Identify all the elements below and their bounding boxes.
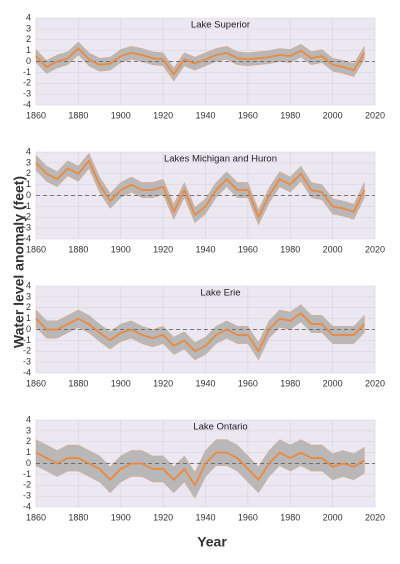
x-tick-label: 2000	[323, 378, 343, 388]
x-tick-label: 1980	[280, 244, 300, 254]
y-tick-label: -4	[23, 501, 31, 511]
y-tick-label: -3	[23, 223, 31, 233]
y-tick-label: -4	[23, 233, 31, 243]
x-tick-label: 1860	[26, 244, 46, 254]
y-tick-label: -1	[23, 67, 31, 77]
x-tick-label: 1920	[153, 110, 173, 120]
x-tick-label: 1920	[153, 378, 173, 388]
y-tick-label: 2	[26, 34, 31, 44]
y-tick-label: -1	[23, 201, 31, 211]
x-tick-label: 1920	[153, 512, 173, 522]
y-tick-label: -2	[23, 480, 31, 490]
y-tick-label: -3	[23, 89, 31, 99]
x-axis-label: Year	[197, 534, 227, 550]
panel-title: Lakes Michigan and Huron	[164, 154, 277, 165]
y-tick-label: 2	[26, 436, 31, 446]
y-tick-label: 3	[26, 291, 31, 301]
y-tick-label: 1	[26, 313, 31, 323]
x-tick-label: 1880	[68, 378, 88, 388]
x-tick-label: 1940	[195, 110, 215, 120]
x-tick-label: 1860	[26, 110, 46, 120]
data-line	[35, 47, 366, 76]
y-tick-label: 0	[26, 324, 31, 334]
y-tick-label: -1	[23, 335, 31, 345]
y-tick-label: -1	[23, 469, 31, 479]
x-tick-label: 1900	[111, 512, 131, 522]
data-line	[35, 159, 366, 219]
x-tick-label: 2020	[365, 244, 385, 254]
x-tick-label: 1920	[153, 244, 173, 254]
x-tick-label: 1960	[238, 244, 258, 254]
panel-title: Lake Superior	[191, 20, 250, 31]
y-tick-label: 4	[26, 146, 31, 156]
y-tick-label: 2	[26, 302, 31, 312]
x-tick-label: 1980	[280, 110, 300, 120]
y-tick-label: -4	[23, 99, 31, 109]
x-tick-label: 2000	[323, 110, 343, 120]
y-tick-label: 4	[26, 280, 31, 290]
data-line	[35, 312, 366, 353]
y-tick-label: 2	[26, 168, 31, 178]
y-tick-label: 3	[26, 425, 31, 435]
x-tick-label: 1860	[26, 378, 46, 388]
x-tick-label: 1940	[195, 244, 215, 254]
data-line	[35, 451, 365, 487]
y-tick-label: 0	[26, 458, 31, 468]
x-tick-label: 1900	[111, 110, 131, 120]
y-tick-label: 0	[26, 190, 31, 200]
y-tick-label: 1	[26, 447, 31, 457]
y-tick-label: 1	[26, 179, 31, 189]
y-tick-label: -2	[23, 346, 31, 356]
y-tick-label: -4	[23, 367, 31, 377]
y-tick-label: 3	[26, 157, 31, 167]
x-tick-label: 1900	[111, 378, 131, 388]
x-tick-label: 2020	[365, 512, 385, 522]
y-axis-label: Water level anomaly (feet)	[11, 176, 27, 348]
x-tick-label: 2000	[323, 244, 343, 254]
x-tick-label: 1960	[238, 512, 258, 522]
x-tick-label: 1980	[280, 512, 300, 522]
y-tick-label: 4	[26, 414, 31, 424]
x-tick-label: 1940	[195, 378, 215, 388]
y-tick-label: -3	[23, 491, 31, 501]
x-tick-label: 1860	[26, 512, 46, 522]
y-tick-label: -2	[23, 212, 31, 222]
y-tick-label: -2	[23, 78, 31, 88]
panel-title: Lake Ontario	[193, 422, 247, 433]
x-tick-label: 1900	[111, 244, 131, 254]
y-tick-label: 1	[26, 45, 31, 55]
x-tick-label: 1980	[280, 378, 300, 388]
x-tick-label: 1880	[68, 110, 88, 120]
panel-title: Lake Erie	[200, 288, 240, 299]
y-tick-label: 4	[26, 12, 31, 22]
y-tick-label: 3	[26, 23, 31, 33]
x-tick-label: 1880	[68, 244, 88, 254]
y-tick-label: 0	[26, 56, 31, 66]
x-tick-label: 2020	[365, 110, 385, 120]
x-tick-label: 1960	[238, 110, 258, 120]
x-tick-label: 1960	[238, 378, 258, 388]
y-tick-label: -3	[23, 357, 31, 367]
x-tick-label: 2020	[365, 378, 385, 388]
x-tick-label: 2000	[323, 512, 343, 522]
x-tick-label: 1940	[195, 512, 215, 522]
x-tick-label: 1880	[68, 512, 88, 522]
